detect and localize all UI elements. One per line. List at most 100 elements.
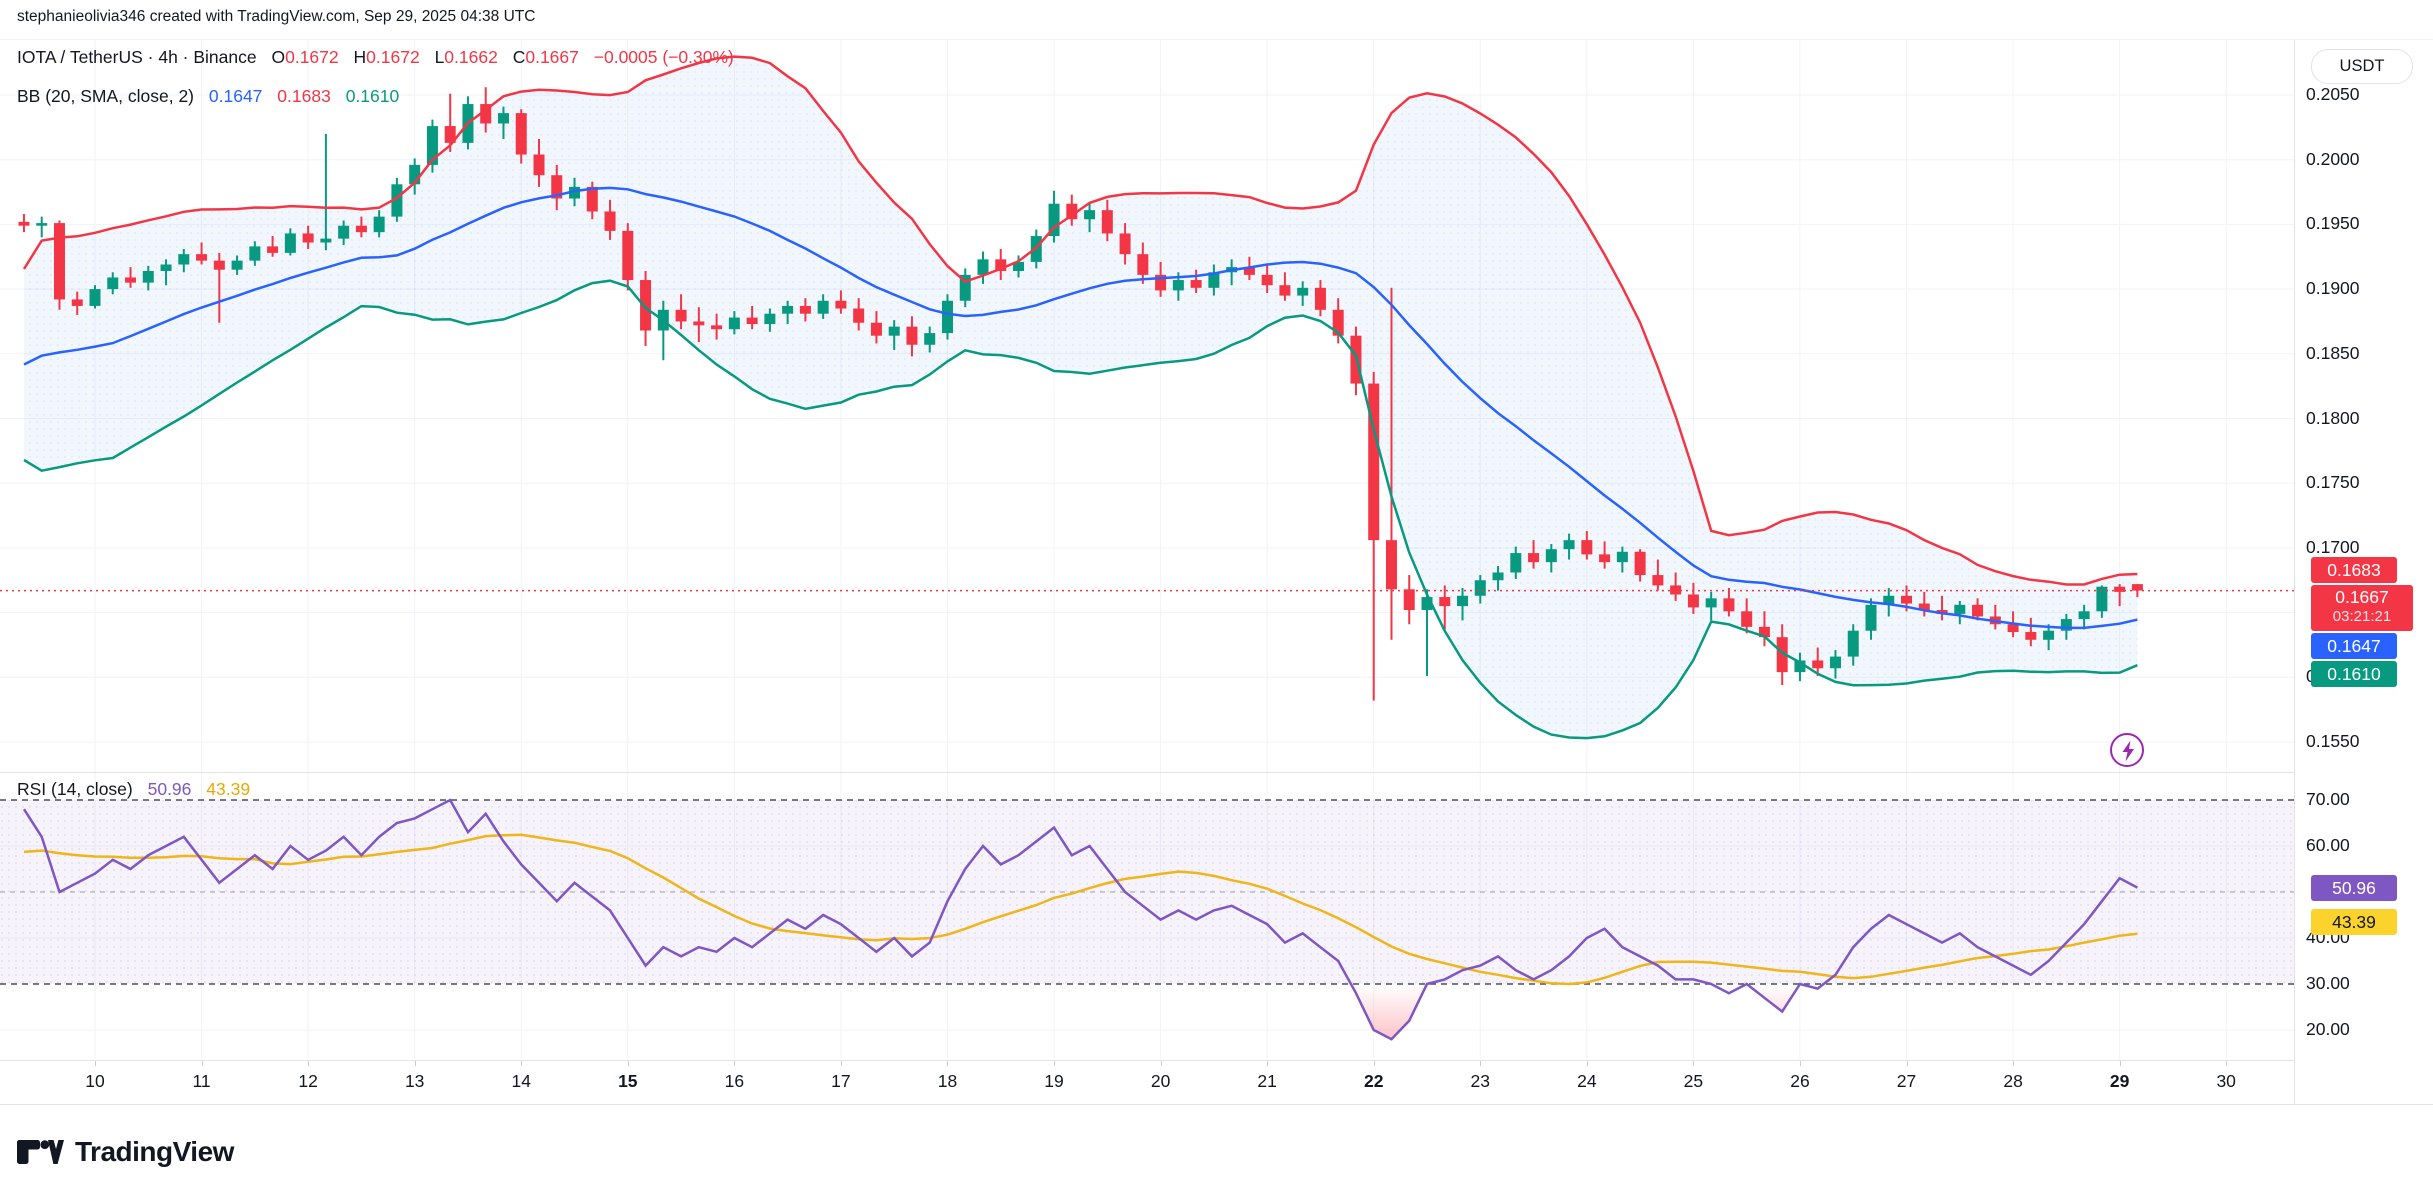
time-tick-mark xyxy=(1373,1061,1375,1066)
rsi-line[interactable] xyxy=(22,798,2138,1041)
footer-border xyxy=(0,1104,2433,1105)
bb-upper-badge: 0.1683 xyxy=(2311,556,2397,583)
tradingview-logo[interactable]: TradingView xyxy=(17,1136,234,1168)
time-tick-mark xyxy=(95,1061,96,1066)
rsi-ma-value: 43.39 xyxy=(206,779,251,799)
bb-indicator-legend[interactable]: BB (20, SMA, close, 2) 0.1647 0.1683 0.1… xyxy=(17,86,399,107)
time-tick-label: 29 xyxy=(2109,1071,2130,1091)
bb-fill-dots xyxy=(24,56,2138,739)
rsi-ma-badge: 43.39 xyxy=(2311,909,2397,936)
time-tick-mark xyxy=(2119,1061,2121,1066)
bb-upper-value: 0.1683 xyxy=(277,86,331,106)
time-tick-mark xyxy=(521,1061,523,1066)
time-tick-label: 25 xyxy=(1683,1071,1704,1091)
last-price-badge: 0.1667 03:21:21 xyxy=(2311,584,2413,631)
time-tick-mark xyxy=(1267,1061,1269,1066)
tradingview-logo-text: TradingView xyxy=(75,1136,234,1167)
price-tick-label: 0.1700 xyxy=(2306,536,2360,557)
ohlc-open-label: O xyxy=(271,47,286,67)
time-tick-label: 22 xyxy=(1363,1071,1384,1091)
price-axis[interactable]: USDT 0.2050 0.2000 0.1950 0.1900 0.1850 0.180… xyxy=(2295,40,2433,1104)
bb-name[interactable]: BB (20, SMA, close, 2) xyxy=(17,86,195,106)
ohlc-low-label: L xyxy=(434,47,445,67)
time-tick-label: 19 xyxy=(1044,1071,1064,1091)
ohlc-low-value: 0.1662 xyxy=(444,47,498,67)
time-tick-mark xyxy=(840,1061,842,1066)
price-pane[interactable] xyxy=(0,55,2294,740)
symbol-title[interactable]: IOTA / TetherUS · 4h · Binance xyxy=(17,47,257,67)
bb-upper-line[interactable] xyxy=(22,55,2138,586)
rsi-value: 50.96 xyxy=(147,779,192,799)
ohlc-close-label: C xyxy=(512,47,526,67)
time-tick-mark xyxy=(627,1061,629,1066)
time-tick-mark xyxy=(2013,1061,2015,1066)
change-value: −0.0005 (−0.30%) xyxy=(593,47,734,67)
time-tick-label: 17 xyxy=(831,1071,851,1091)
bb-lower-badge: 0.1610 xyxy=(2311,660,2397,687)
time-tick-label: 20 xyxy=(1150,1071,1171,1091)
rsi-name[interactable]: RSI (14, close) xyxy=(17,779,133,799)
price-tick-label: 0.2050 xyxy=(2306,84,2360,104)
price-tick-label: 0.1550 xyxy=(2306,731,2360,751)
last-price-badge-value: 0.1667 xyxy=(2335,586,2389,607)
rsi-ma-line[interactable] xyxy=(23,833,2138,986)
axis-border xyxy=(2294,40,2295,1104)
ohlc-high-label: H xyxy=(353,47,367,67)
time-tick-mark xyxy=(1480,1061,1482,1066)
footer: TradingView xyxy=(0,1104,2433,1196)
time-tick-mark xyxy=(414,1061,416,1066)
rsi-indicator-legend[interactable]: RSI (14, close) 50.96 43.39 xyxy=(17,779,250,800)
bb-lower-value: 0.1610 xyxy=(345,86,400,106)
time-tick-label: 15 xyxy=(618,1071,638,1091)
time-tick-label: 13 xyxy=(404,1071,425,1091)
ohlc-open-value: 0.1672 xyxy=(285,47,339,67)
tradingview-mark-icon xyxy=(17,1140,64,1164)
bb-lower-line[interactable] xyxy=(23,279,2138,740)
time-tick-label: 18 xyxy=(937,1071,958,1091)
time-tick-mark xyxy=(1054,1061,1056,1066)
time-axis[interactable]: 10 11 12 13 14 15 16 17 18 19 20 21 22 23 24 25 26 27 28 29… xyxy=(0,1060,2433,1104)
time-tick-label: 27 xyxy=(1896,1071,1917,1091)
time-tick-label: 10 xyxy=(85,1071,105,1091)
price-tick-label: 0.1950 xyxy=(2306,213,2360,234)
price-tick-label: 0.1900 xyxy=(2306,278,2360,299)
lightning-bolt-icon xyxy=(2122,740,2134,762)
time-tick-label: 26 xyxy=(1790,1071,1810,1091)
price-tick-label: 0.1800 xyxy=(2306,407,2360,428)
credit-text: stephanieolivia346 created with TradingV… xyxy=(17,8,536,25)
price-tick-label: 0.1850 xyxy=(2306,342,2360,363)
time-tick-label: 28 xyxy=(2003,1071,2023,1091)
rsi-value-badge: 50.96 xyxy=(2311,874,2397,901)
symbol-legend[interactable]: IOTA / TetherUS · 4h · Binance O0.1672 H… xyxy=(17,47,734,68)
time-tick-mark xyxy=(1693,1061,1695,1066)
rsi-tick-label: 30.00 xyxy=(2306,973,2350,993)
bb-basis-badge: 0.1647 xyxy=(2311,632,2397,659)
time-tick-mark xyxy=(1160,1061,1162,1066)
bb-basis-value: 0.1647 xyxy=(208,86,263,106)
credit-bar: stephanieolivia346 created with TradingV… xyxy=(0,0,2433,40)
pane-separator[interactable] xyxy=(0,772,2433,773)
time-tick-mark xyxy=(1586,1061,1588,1066)
time-tick-label: 21 xyxy=(1257,1071,1277,1091)
currency-button[interactable]: USDT xyxy=(2311,49,2413,84)
ohlc-close-value: 0.1667 xyxy=(525,47,579,67)
time-tick-mark xyxy=(308,1061,310,1066)
time-tick-mark xyxy=(201,1061,203,1066)
rsi-tick-label: 20.00 xyxy=(2306,1019,2350,1039)
time-tick-label: 11 xyxy=(192,1071,211,1091)
quick-trade-button[interactable] xyxy=(2110,733,2144,767)
rsi-pane[interactable] xyxy=(0,798,2294,1041)
time-tick-mark xyxy=(2226,1061,2228,1066)
bar-countdown: 03:21:21 xyxy=(2332,607,2392,625)
time-tick-mark xyxy=(734,1061,736,1066)
time-tick-mark xyxy=(947,1061,949,1066)
bb-basis-line[interactable] xyxy=(23,186,2138,630)
time-tick-label: 16 xyxy=(724,1071,745,1091)
time-tick-label: 14 xyxy=(511,1071,531,1091)
time-tick-label: 23 xyxy=(1470,1071,1490,1091)
price-tick-label: 0.1750 xyxy=(2306,472,2360,493)
price-tick-label: 0.2000 xyxy=(2306,148,2360,169)
time-tick-label: 30 xyxy=(2216,1071,2236,1091)
